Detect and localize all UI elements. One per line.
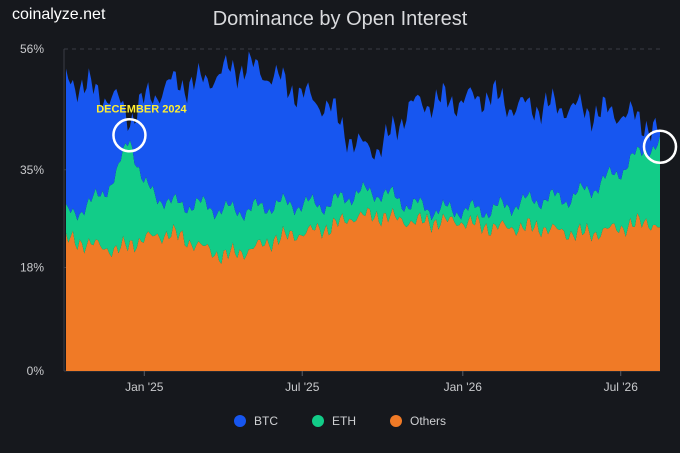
annotation-label: DECEMBER 2024	[96, 103, 187, 115]
brand-logo: coinalyze.net	[12, 6, 106, 23]
legend-item-eth[interactable]: ETH	[311, 414, 356, 428]
legend-swatch	[311, 415, 324, 427]
legend-label: ETH	[331, 414, 356, 428]
axes: 0% 18% 35% 56% Jan '25 Jul '25 Jan '26 Jul '26	[20, 42, 638, 394]
annotations: DECEMBER 2024	[96, 103, 678, 164]
legend-label: Others	[409, 414, 446, 428]
annotation-circle	[642, 129, 678, 164]
legend-swatch	[389, 415, 402, 427]
legend-item-btc[interactable]: BTC	[233, 414, 278, 428]
legend-swatch	[233, 415, 246, 427]
y-tick-label: 56%	[20, 42, 44, 56]
area-btc	[66, 51, 660, 221]
legend-label: BTC	[253, 414, 278, 428]
x-tick-label: Jul '25	[285, 380, 320, 394]
y-tick-label: 0%	[27, 364, 45, 378]
x-tick-label: Jan '26	[444, 380, 483, 394]
chart-legend: BTC ETH Others	[0, 414, 680, 428]
y-tick-label: 18%	[20, 261, 44, 275]
area-eth	[66, 135, 660, 264]
dominance-area-chart: 0%18%35%56%Jan '25 Jul '25 Jan '26 Jul '26 …	[20, 42, 678, 394]
y-tick-label: 35%	[20, 163, 44, 177]
x-tick-label: Jul '26	[604, 380, 639, 394]
annotation-circle	[112, 118, 147, 153]
chart-title: Dominance by Open Interest	[212, 8, 468, 30]
x-tick-label: Jan '25	[125, 380, 164, 394]
stacked-areas	[66, 51, 660, 371]
legend-item-others[interactable]: Others	[389, 414, 446, 428]
area-others	[66, 207, 660, 371]
